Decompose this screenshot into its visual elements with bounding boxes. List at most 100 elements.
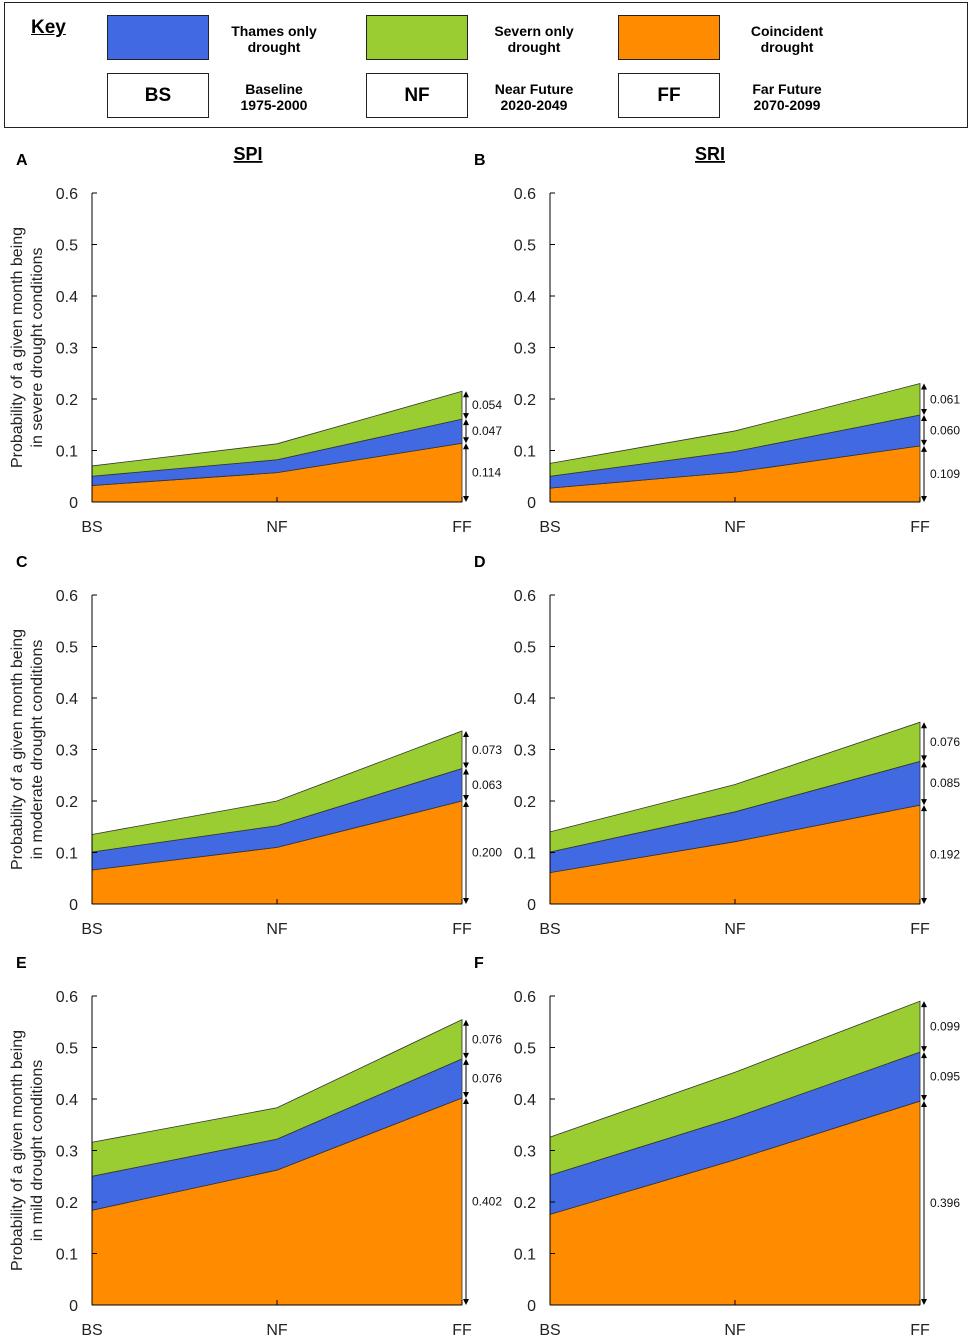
y-tick-label: 0.3	[514, 1144, 536, 1161]
x-tick-label: NF	[724, 921, 746, 938]
arrow-head-up	[463, 768, 469, 775]
y-tick-label: 0	[69, 495, 78, 512]
arrow-head-up	[463, 1058, 469, 1065]
y-tick-label: 0.1	[514, 444, 536, 461]
arrow-head-up	[463, 801, 469, 807]
annotation-label: 0.114	[472, 466, 501, 480]
column-title-spi: SPI	[233, 144, 262, 164]
annotation-label: 0.109	[930, 467, 960, 481]
arrow-head-down	[463, 496, 469, 502]
panel-letter: D	[474, 554, 486, 571]
thames-swatch	[107, 15, 209, 60]
arrow-head-down	[463, 1052, 469, 1059]
y-tick-label: 0.5	[514, 1041, 536, 1058]
arrow-head-up	[463, 1019, 469, 1026]
arrow-head-down	[463, 1091, 469, 1098]
thames-label: Thames only drought	[231, 23, 317, 55]
annotation-label: 0.047	[472, 424, 502, 438]
annotation-label: 0.192	[930, 848, 960, 862]
arrow-head-up	[463, 443, 469, 450]
y-tick-label: 0.4	[514, 289, 536, 306]
x-tick-label: FF	[452, 1322, 472, 1339]
panel-letter: C	[16, 554, 28, 571]
y-tick-label: 0.4	[56, 1092, 78, 1109]
y-tick-label: 0.3	[56, 341, 78, 358]
y-axis-label: Probability of a given month being	[9, 1030, 26, 1271]
y-tick-label: 0.1	[56, 846, 78, 863]
y-tick-label: 0.2	[56, 794, 78, 811]
y-tick-label: 0	[69, 1298, 78, 1315]
arrow-head-down	[921, 1299, 927, 1305]
x-tick-label: BS	[81, 921, 102, 938]
arrow-head-down	[463, 1299, 469, 1305]
y-tick-label: 0.6	[56, 186, 78, 203]
y-tick-label: 0.2	[514, 794, 536, 811]
annotation-label: 0.402	[472, 1194, 502, 1208]
annotation-label: 0.396	[930, 1196, 960, 1210]
annotation-label: 0.095	[930, 1070, 960, 1084]
y-axis-label: in mild drought conditions	[29, 1060, 46, 1241]
x-tick-label: BS	[81, 1322, 102, 1339]
baseline-label: Baseline 1975-2000	[240, 81, 308, 113]
annotation-label: 0.085	[930, 776, 960, 790]
panel-f: F 0 0.1 0.2 0.3 0.4 0.5 0.6 BS NF FF 0.396 0.095 0.09…	[474, 955, 960, 1339]
y-tick-label: 0.3	[514, 341, 536, 358]
coincident-swatch	[618, 15, 720, 60]
y-tick-label: 0.1	[56, 1247, 78, 1264]
arrow-head-up	[921, 445, 927, 452]
arrow-head-down	[921, 439, 927, 446]
x-tick-label: BS	[539, 1322, 560, 1339]
arrow-head-down	[921, 496, 927, 502]
y-tick-label: 0.2	[56, 1195, 78, 1212]
x-tick-label: NF	[266, 519, 288, 536]
arrow-head-up	[463, 419, 469, 426]
far-future-label: Far Future 2070-2099	[752, 81, 822, 113]
arrow-head-down	[921, 408, 927, 415]
severn-swatch	[366, 15, 468, 60]
annotation-label: 0.076	[930, 735, 960, 749]
y-axis-label: Probability of a given month being	[9, 227, 26, 468]
arrow-head-up	[921, 1101, 927, 1108]
y-tick-label: 0.4	[56, 289, 78, 306]
nf-swatch: NF	[366, 73, 468, 118]
y-tick-label: 0.5	[56, 1041, 78, 1058]
annotation-label: 0.060	[930, 423, 960, 437]
bs-swatch: BS	[107, 73, 209, 118]
panel-c: C 0 0.1 0.2 0.3 0.4 0.5 0.6 BS NF FF 0.200 0.063 0.07…	[9, 554, 502, 938]
panel-d: D 0 0.1 0.2 0.3 0.4 0.5 0.6 BS NF FF 0.192 0.085 0.07…	[474, 554, 960, 938]
y-tick-label: 0.4	[514, 1092, 536, 1109]
arrow-head-down	[463, 413, 469, 420]
arrow-head-up	[921, 761, 927, 768]
y-tick-label: 0.1	[514, 846, 536, 863]
y-tick-label: 0.6	[514, 989, 536, 1006]
arrow-head-down	[921, 898, 927, 904]
x-tick-label: BS	[81, 519, 102, 536]
arrow-head-down	[921, 755, 927, 762]
annotation-label: 0.076	[472, 1071, 502, 1085]
y-tick-label: 0.3	[56, 1144, 78, 1161]
arrow-head-up	[463, 730, 469, 737]
annotation-label: 0.054	[472, 398, 502, 412]
arrow-head-down	[463, 762, 469, 769]
panel-letter: E	[16, 955, 27, 972]
y-tick-label: 0	[69, 897, 78, 914]
panel-e: E 0 0.1 0.2 0.3 0.4 0.5 0.6 BS NF FF 0.402 0.076 0.07…	[9, 955, 502, 1339]
arrow-head-up	[921, 414, 927, 421]
y-tick-label: 0.6	[56, 588, 78, 605]
annotation-label: 0.076	[472, 1032, 502, 1046]
arrow-head-up	[921, 1052, 927, 1059]
y-tick-label: 0.4	[514, 691, 536, 708]
x-tick-label: BS	[539, 519, 560, 536]
arrow-head-down	[921, 1046, 927, 1053]
arrow-head-up	[921, 805, 927, 812]
y-tick-label: 0.3	[56, 743, 78, 760]
y-axis-label: in moderate drought conditions	[29, 640, 46, 860]
y-tick-label: 0.5	[514, 238, 536, 255]
panel-letter: F	[474, 955, 484, 972]
arrow-head-up	[463, 1097, 469, 1104]
arrow-head-down	[921, 1095, 927, 1102]
x-tick-label: NF	[266, 1322, 288, 1339]
y-tick-label: 0.4	[56, 691, 78, 708]
x-tick-label: FF	[452, 921, 472, 938]
y-tick-label: 0.6	[514, 186, 536, 203]
